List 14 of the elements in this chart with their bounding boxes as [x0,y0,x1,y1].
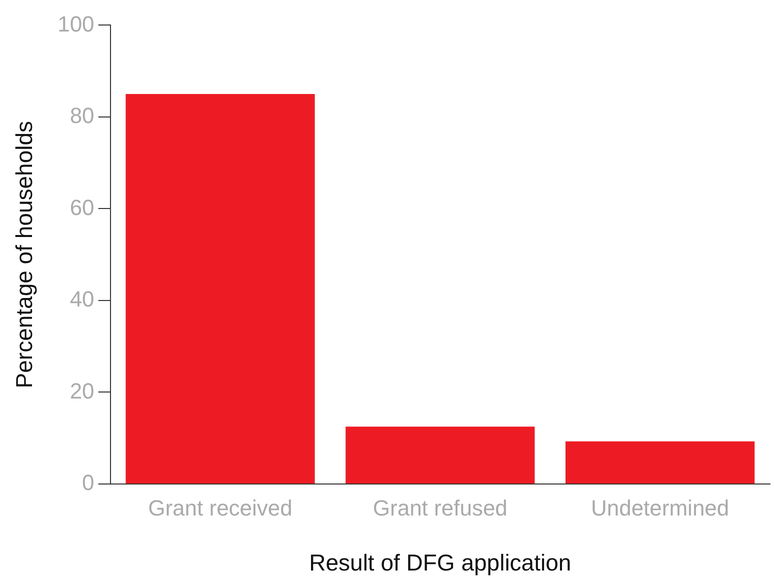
x-tick-label: Undetermined [590,495,730,520]
x-tick-label: Grant received [148,495,292,520]
y-tick-label: 40 [70,286,94,312]
y-axis-title: Percentage of households [11,120,38,388]
y-tick-label: 60 [70,194,94,220]
bar [126,94,315,484]
y-tick-label: 100 [58,11,94,36]
y-tick-label: 80 [70,103,94,128]
bar [565,441,755,484]
y-tick-label: 20 [70,378,94,404]
x-tick-label: Grant refused [372,495,508,520]
y-tick-label: 0 [82,470,94,496]
x-axis-title: Result of DFG application [309,550,572,576]
bar [346,426,535,484]
